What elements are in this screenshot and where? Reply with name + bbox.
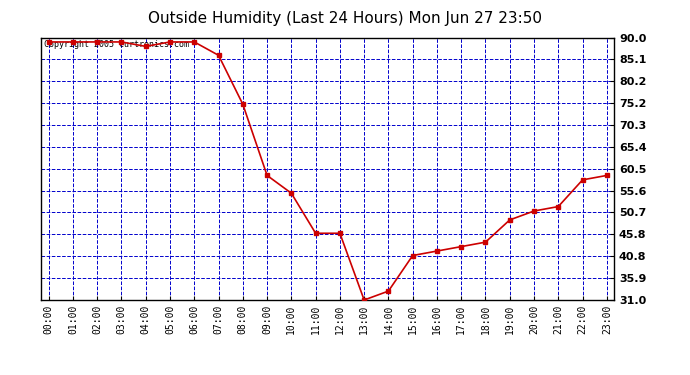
Text: Outside Humidity (Last 24 Hours) Mon Jun 27 23:50: Outside Humidity (Last 24 Hours) Mon Jun… [148,11,542,26]
Text: Copyright 2005 Curtronics.com: Copyright 2005 Curtronics.com [44,40,189,49]
